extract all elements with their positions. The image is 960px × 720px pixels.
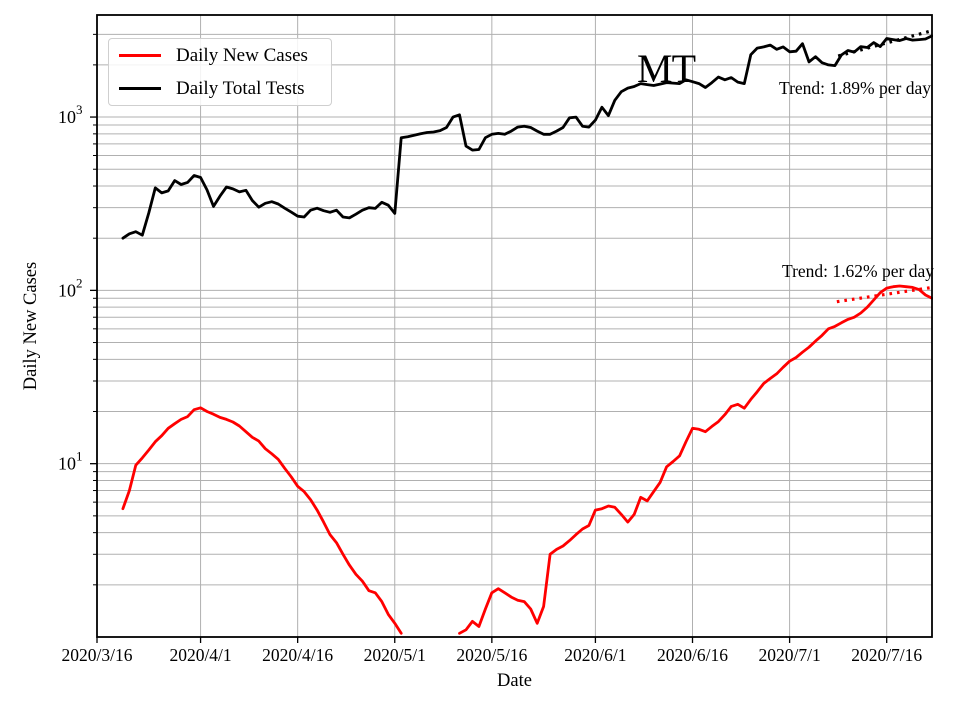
y-tick-label: 101 bbox=[58, 449, 83, 474]
series-line-daily-total-tests bbox=[121, 34, 933, 240]
legend-item-daily-total-tests: Daily Total Tests bbox=[109, 72, 331, 104]
y-tick-label: 103 bbox=[58, 102, 83, 127]
trend-dotted-cases-trend bbox=[836, 285, 933, 304]
y-axis-title: Daily New Cases bbox=[20, 261, 41, 391]
x-tick-label: 2020/7/16 bbox=[851, 645, 922, 665]
axes-spines bbox=[96, 14, 933, 638]
state-label: MT bbox=[637, 46, 696, 91]
legend-line-sample bbox=[119, 54, 161, 58]
legend-item-daily-new-cases: Daily New Cases bbox=[109, 40, 331, 72]
x-tick-label: 2020/3/16 bbox=[62, 645, 133, 665]
x-tick-label: 2020/7/1 bbox=[758, 645, 820, 665]
y-tick-label: 102 bbox=[58, 275, 83, 300]
trend-dotted-tests-trend bbox=[837, 29, 933, 58]
x-tick-label: 2020/4/16 bbox=[262, 645, 333, 665]
legend-line-sample bbox=[119, 86, 161, 90]
x-tick-label: 2020/5/16 bbox=[456, 645, 527, 665]
legend-label: Daily New Cases bbox=[176, 45, 308, 67]
x-tick-label: 2020/5/1 bbox=[364, 645, 426, 665]
cases-trend-annotation: Trend: 1.62% per day bbox=[782, 261, 934, 281]
x-axis-title: Date bbox=[497, 671, 532, 691]
x-tick-label: 2020/6/16 bbox=[657, 645, 728, 665]
series-line-daily-new-cases bbox=[121, 284, 933, 635]
x-tick-label: 2020/4/1 bbox=[169, 645, 231, 665]
legend: Daily New Cases Daily Total Tests bbox=[108, 38, 332, 106]
legend-label: Daily Total Tests bbox=[176, 77, 305, 99]
tests-trend-annotation: Trend: 1.89% per day bbox=[779, 78, 931, 98]
x-tick-label: 2020/6/1 bbox=[564, 645, 626, 665]
